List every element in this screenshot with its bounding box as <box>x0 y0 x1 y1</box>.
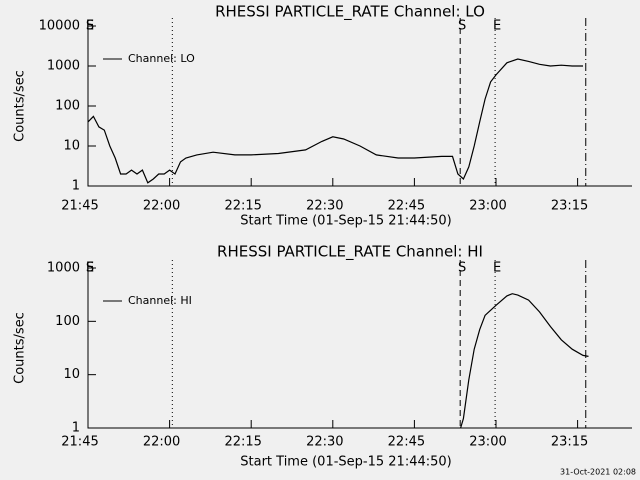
event-marker: E <box>493 261 501 276</box>
y-axis-title: Counts/sec <box>13 312 28 384</box>
y-tick-label: 1 <box>72 179 80 194</box>
event-marker: S <box>458 261 466 276</box>
data-line <box>87 58 583 184</box>
x-tick-label: 22:00 <box>143 435 180 450</box>
y-tick-label: 1000 <box>47 261 80 276</box>
y-tick-label: 1000 <box>47 59 80 74</box>
event-marker: E <box>86 261 94 276</box>
x-tick-label: 22:45 <box>388 435 425 450</box>
y-tick-label: 10000 <box>39 19 80 34</box>
y-tick-label: 10 <box>63 367 80 382</box>
y-tick-label: 10 <box>63 139 80 154</box>
x-tick-label: 23:15 <box>551 199 588 214</box>
legend-label: Channel: LO <box>128 52 195 65</box>
x-tick-label: 22:15 <box>224 199 261 214</box>
x-tick-label: 22:30 <box>306 435 343 450</box>
x-tick-label: 22:15 <box>224 435 261 450</box>
chart-title: RHESSI PARTICLE_RATE Channel: HI <box>217 243 483 262</box>
x-axis-title: Start Time (01-Sep-15 21:44:50) <box>240 214 451 229</box>
x-tick-label: 23:15 <box>551 435 588 450</box>
x-tick-label: 23:00 <box>469 435 506 450</box>
y-tick-label: 100 <box>55 99 80 114</box>
x-tick-label: 22:30 <box>306 199 343 214</box>
chart-title: RHESSI PARTICLE_RATE Channel: LO <box>215 3 485 22</box>
x-tick-label: 21:45 <box>61 435 98 450</box>
x-tick-label: 22:00 <box>143 199 180 214</box>
x-tick-label: 22:45 <box>388 199 425 214</box>
legend-label: Channel: HI <box>128 294 192 307</box>
event-marker: S <box>86 261 94 276</box>
x-axis-title: Start Time (01-Sep-15 21:44:50) <box>240 455 451 470</box>
event-marker: E <box>86 19 94 34</box>
x-tick-label: 21:45 <box>61 199 98 214</box>
event-marker: S <box>458 19 466 34</box>
data-line <box>460 293 589 429</box>
event-marker: S <box>86 19 94 34</box>
footer: 31-Oct-2021 02:08 <box>560 468 636 477</box>
y-tick-label: 100 <box>55 314 80 329</box>
x-tick-label: 23:00 <box>469 199 506 214</box>
event-marker: E <box>493 19 501 34</box>
y-tick-label: 1 <box>72 421 80 436</box>
y-axis-title: Counts/sec <box>13 70 28 142</box>
